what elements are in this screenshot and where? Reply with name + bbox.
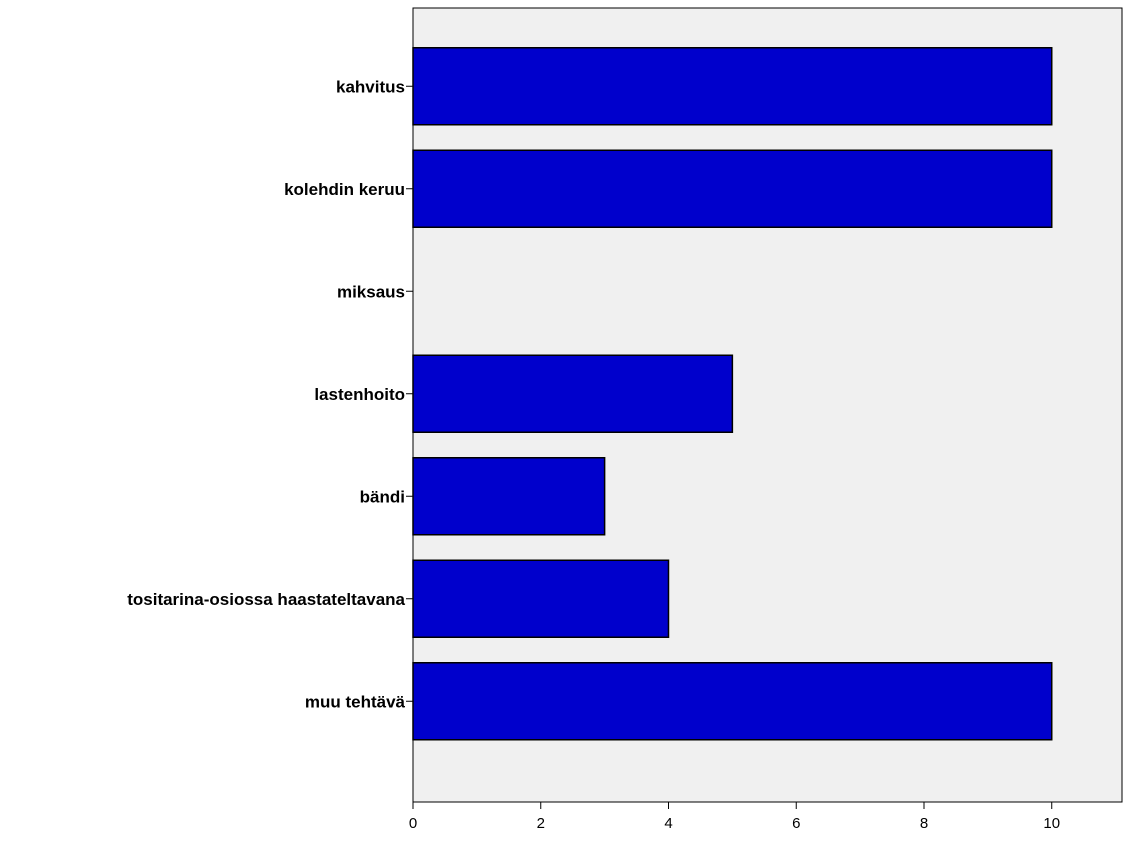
bar-lastenhoito (412, 354, 734, 433)
bar-kahvitus (412, 47, 1053, 126)
bar-tositarina-osiossa-haastateltavana (412, 559, 670, 638)
category-label: muu tehtävä (305, 692, 406, 711)
category-label: lastenhoito (314, 385, 405, 404)
category-label: bändi (360, 487, 405, 506)
category-label: miksaus (337, 282, 405, 301)
category-label: tositarina-osiossa haastateltavana (127, 590, 405, 609)
category-label: kolehdin keruu (284, 180, 405, 199)
x-tick-label: 0 (409, 815, 417, 832)
category-label: kahvitus (336, 77, 405, 96)
bar-kolehdin-keruu (412, 149, 1053, 228)
bar-bändi (412, 457, 606, 536)
x-tick-label: 6 (792, 815, 800, 832)
x-tick-label: 2 (537, 815, 545, 832)
bar-muu-tehtävä (412, 662, 1053, 741)
x-tick-label: 4 (664, 815, 672, 832)
x-tick-label: 10 (1043, 815, 1060, 832)
x-tick-label: 8 (920, 815, 928, 832)
